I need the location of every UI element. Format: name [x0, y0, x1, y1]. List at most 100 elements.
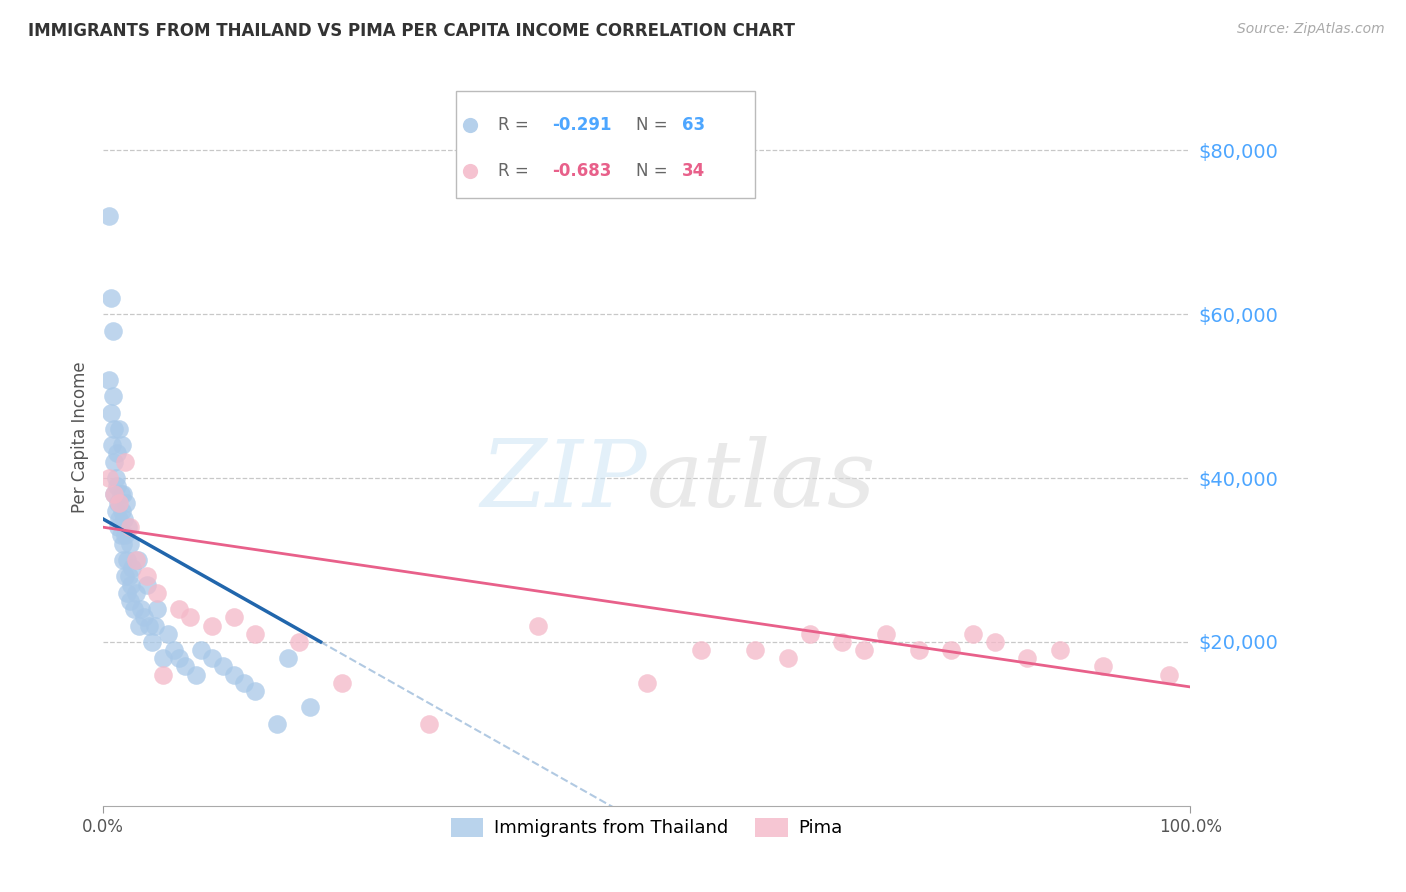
- Point: [222, 610, 245, 624]
- Point: [157, 626, 180, 640]
- Point: [167, 651, 190, 665]
- Point: [831, 635, 853, 649]
- Point: [110, 528, 132, 542]
- Point: [101, 389, 124, 403]
- Point: [134, 610, 156, 624]
- Point: [184, 667, 207, 681]
- Point: [115, 553, 138, 567]
- Point: [1017, 651, 1039, 665]
- Point: [97, 373, 120, 387]
- Point: [105, 446, 128, 460]
- Point: [418, 716, 440, 731]
- Text: N =: N =: [636, 161, 672, 180]
- Point: [97, 471, 120, 485]
- Point: [458, 798, 481, 813]
- Point: [143, 618, 166, 632]
- Point: [103, 422, 125, 436]
- Point: [245, 684, 267, 698]
- Point: [152, 651, 174, 665]
- Point: [111, 487, 134, 501]
- Point: [120, 536, 142, 550]
- Point: [108, 422, 131, 436]
- Point: [799, 626, 821, 640]
- Point: [117, 520, 139, 534]
- Point: [129, 602, 152, 616]
- Point: [127, 553, 149, 567]
- Point: [110, 504, 132, 518]
- Point: [146, 602, 169, 616]
- Point: [1157, 667, 1180, 681]
- Point: [233, 676, 256, 690]
- Point: [245, 626, 267, 640]
- Point: [114, 455, 136, 469]
- Point: [163, 643, 186, 657]
- Point: [110, 438, 132, 452]
- Point: [120, 577, 142, 591]
- Text: ZIP: ZIP: [479, 436, 647, 526]
- Point: [120, 594, 142, 608]
- Text: 63: 63: [682, 116, 704, 134]
- Point: [107, 495, 129, 509]
- Point: [111, 553, 134, 567]
- Point: [122, 602, 145, 616]
- Point: [222, 667, 245, 681]
- Point: [962, 626, 984, 640]
- Point: [138, 618, 160, 632]
- Point: [103, 455, 125, 469]
- Point: [108, 495, 131, 509]
- Point: [298, 700, 321, 714]
- Point: [1049, 643, 1071, 657]
- Point: [125, 586, 148, 600]
- Point: [277, 651, 299, 665]
- Point: [115, 495, 138, 509]
- Point: [105, 504, 128, 518]
- Text: N =: N =: [636, 116, 672, 134]
- Point: [330, 676, 353, 690]
- Point: [103, 487, 125, 501]
- Point: [114, 569, 136, 583]
- Point: [288, 635, 311, 649]
- Point: [690, 643, 713, 657]
- Point: [201, 651, 224, 665]
- Point: [112, 512, 135, 526]
- Point: [983, 635, 1005, 649]
- Point: [173, 659, 195, 673]
- Point: [744, 643, 766, 657]
- Point: [907, 643, 929, 657]
- Point: [101, 324, 124, 338]
- Legend: Immigrants from Thailand, Pima: Immigrants from Thailand, Pima: [443, 811, 851, 845]
- Point: [141, 635, 163, 649]
- Point: [105, 479, 128, 493]
- Point: [115, 586, 138, 600]
- Point: [100, 405, 122, 419]
- FancyBboxPatch shape: [457, 91, 755, 197]
- Text: -0.291: -0.291: [553, 116, 612, 134]
- Point: [105, 471, 128, 485]
- Point: [107, 520, 129, 534]
- Point: [118, 569, 141, 583]
- Point: [114, 528, 136, 542]
- Point: [100, 291, 122, 305]
- Point: [128, 618, 150, 632]
- Point: [201, 618, 224, 632]
- Text: R =: R =: [498, 161, 534, 180]
- Point: [135, 569, 157, 583]
- Point: [266, 716, 288, 731]
- Point: [121, 561, 143, 575]
- Text: atlas: atlas: [647, 436, 876, 526]
- Point: [125, 553, 148, 567]
- Y-axis label: Per Capita Income: Per Capita Income: [72, 361, 89, 513]
- Point: [636, 676, 658, 690]
- Point: [875, 626, 897, 640]
- Point: [108, 512, 131, 526]
- Text: Source: ZipAtlas.com: Source: ZipAtlas.com: [1237, 22, 1385, 37]
- Point: [211, 659, 233, 673]
- Point: [120, 520, 142, 534]
- Point: [527, 618, 550, 632]
- Point: [853, 643, 876, 657]
- Text: 34: 34: [682, 161, 704, 180]
- Point: [939, 643, 962, 657]
- Text: -0.683: -0.683: [553, 161, 612, 180]
- Text: R =: R =: [498, 116, 534, 134]
- Point: [167, 602, 190, 616]
